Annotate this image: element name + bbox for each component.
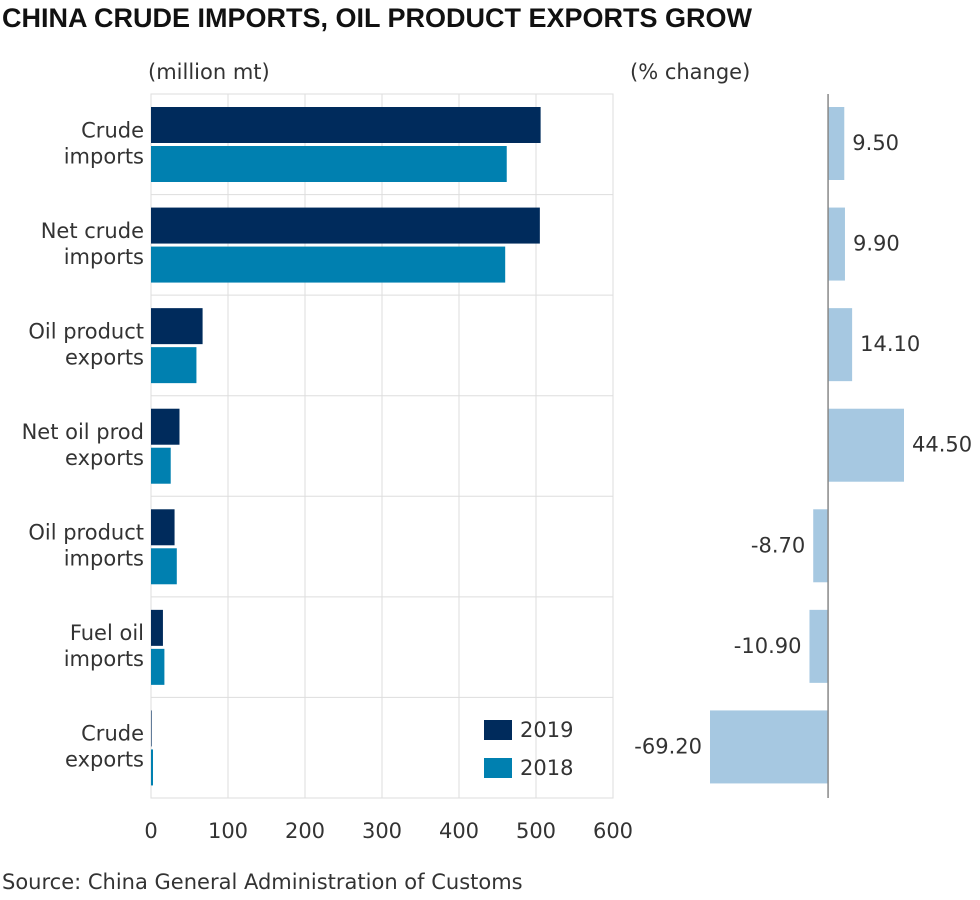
legend-swatch <box>484 720 512 740</box>
bar <box>151 107 541 143</box>
value-label: -10.90 <box>734 634 802 658</box>
x-tick-label: 200 <box>285 819 325 843</box>
x-tick-label: 100 <box>208 819 248 843</box>
axis-label: (million mt) <box>148 60 270 84</box>
bar <box>710 710 829 784</box>
category-label: Crude exports <box>65 722 144 772</box>
category-label: Fuel oil imports <box>64 621 144 671</box>
x-tick-label: 0 <box>144 819 157 843</box>
bar <box>813 509 829 583</box>
category-label: Crude imports <box>64 118 144 168</box>
bar <box>828 207 845 281</box>
category-label: Net crude imports <box>41 219 144 269</box>
legend-label: 2019 <box>520 718 573 742</box>
bar <box>151 710 152 747</box>
category-label: Net oil prod exports <box>22 420 144 470</box>
bar <box>828 107 845 180</box>
bar <box>151 207 540 244</box>
chart-title: CHINA CRUDE IMPORTS, OIL PRODUCT EXPORTS… <box>2 3 753 33</box>
value-label: 9.50 <box>852 131 899 155</box>
bar <box>151 609 163 646</box>
value-label: 9.90 <box>853 232 900 256</box>
bar <box>151 648 165 685</box>
bar <box>151 308 203 345</box>
source: Source: China General Administration of … <box>2 870 523 894</box>
bar <box>828 308 853 382</box>
axis-label: (% change) <box>630 60 750 84</box>
bar <box>151 246 506 283</box>
bar <box>151 548 177 585</box>
bar <box>809 609 829 683</box>
value-label: 44.50 <box>912 433 972 457</box>
bar <box>151 408 180 445</box>
value-label: -69.20 <box>634 734 702 758</box>
bar <box>151 749 154 786</box>
x-tick-label: 300 <box>362 819 402 843</box>
x-tick-label: 600 <box>593 819 633 843</box>
category-label: Oil product imports <box>28 521 144 571</box>
legend-swatch <box>484 758 512 778</box>
bar <box>151 347 197 384</box>
value-label: 14.10 <box>860 332 920 356</box>
bar <box>828 408 904 482</box>
category-label: Oil product exports <box>28 319 144 369</box>
bar <box>151 146 507 182</box>
bar <box>151 447 171 484</box>
bar <box>151 509 175 546</box>
value-label: -8.70 <box>751 533 805 557</box>
legend-label: 2018 <box>520 756 573 780</box>
x-tick-label: 500 <box>516 819 556 843</box>
x-tick-label: 400 <box>439 819 479 843</box>
